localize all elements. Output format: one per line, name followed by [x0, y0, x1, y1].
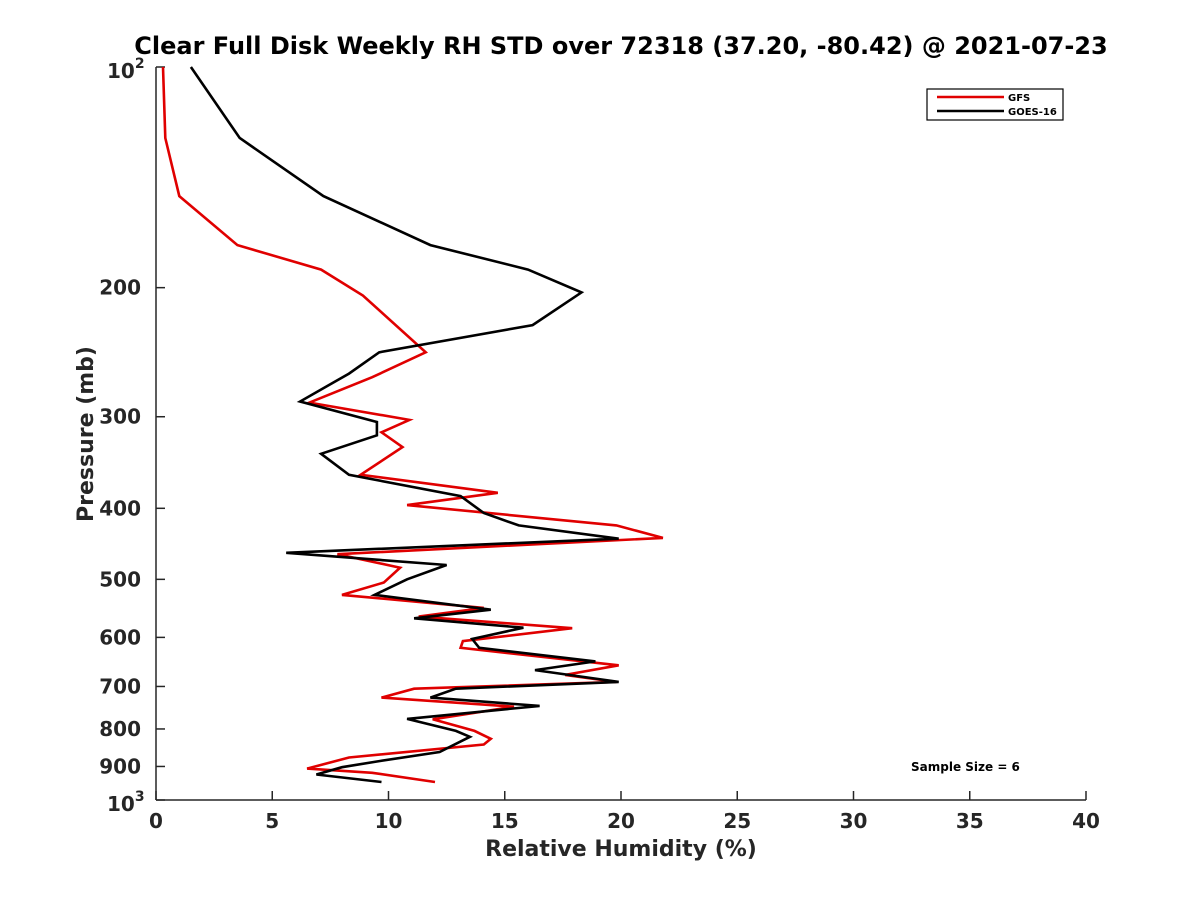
legend-box — [926, 88, 1064, 121]
x-tick-label: 0 — [149, 809, 163, 833]
y-tick-label: 400 — [99, 496, 141, 520]
legend: GFS GOES-16 — [926, 88, 1064, 121]
y-tick-label: 300 — [99, 405, 141, 429]
sample-size-annotation: Sample Size = 6 — [911, 760, 1020, 774]
x-tick-label: 15 — [491, 809, 519, 833]
x-tick-label: 20 — [607, 809, 635, 833]
y-tick-label: 800 — [99, 717, 141, 741]
chart-title: Clear Full Disk Weekly RH STD over 72318… — [134, 32, 1107, 60]
x-tick-label: 5 — [265, 809, 279, 833]
series-line-goes16 — [189, 66, 619, 784]
y-tick-exponent: 3 — [135, 789, 145, 805]
x-tick-label: 35 — [956, 809, 984, 833]
x-tick-label: 25 — [723, 809, 751, 833]
y-tick-label: 500 — [99, 567, 141, 591]
x-tick-label: 10 — [375, 809, 403, 833]
series-line-gfs — [161, 66, 664, 784]
y-tick-label: 900 — [99, 754, 141, 778]
y-tick-label: 700 — [99, 674, 141, 698]
y-tick-label: 200 — [99, 276, 141, 300]
legend-label-gfs: GFS — [1008, 93, 1030, 104]
y-tick-exponent: 2 — [135, 56, 145, 72]
legend-label-goes16: GOES-16 — [1008, 107, 1057, 118]
x-axis-label: Relative Humidity (%) — [485, 837, 757, 862]
x-tick-label: 30 — [840, 809, 868, 833]
x-tick-label: 40 — [1072, 809, 1100, 833]
x-axis-ticks: 0 5 10 15 20 25 30 35 40 — [149, 791, 1100, 833]
y-axis-label: Pressure (mb) — [74, 346, 99, 522]
series-layer — [161, 66, 664, 784]
y-tick-label: 600 — [99, 625, 141, 649]
